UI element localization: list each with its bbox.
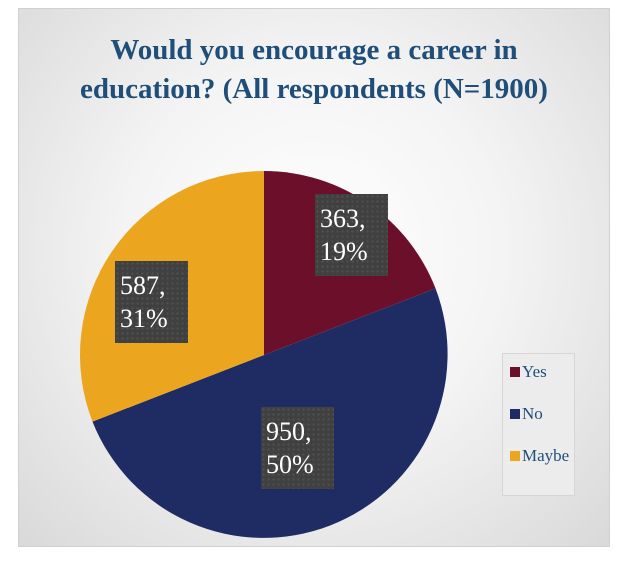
data-label-maybe: 587, 31% (115, 261, 188, 343)
legend-item-no: No (510, 404, 574, 424)
legend-label-maybe: Maybe (522, 446, 570, 465)
legend-item-yes: Yes (510, 362, 574, 382)
legend-label-no: No (522, 404, 543, 423)
chart-area: Would you encourage a career in educatio… (18, 8, 610, 547)
data-label-maybe-value: 587, (120, 271, 166, 300)
data-label-no: 950, 50% (261, 407, 334, 489)
data-label-yes-value: 363, (320, 204, 366, 233)
data-label-yes: 363, 19% (315, 194, 388, 276)
legend-swatch-maybe (510, 451, 520, 461)
legend-item-maybe: Maybe (510, 446, 574, 466)
legend-swatch-yes (510, 367, 520, 377)
legend: Yes No Maybe (502, 353, 575, 496)
data-label-yes-percent: 19% (320, 237, 368, 266)
legend-swatch-no (510, 409, 520, 419)
data-label-no-value: 950, (266, 417, 312, 446)
data-label-maybe-percent: 31% (120, 304, 168, 333)
legend-label-yes: Yes (522, 362, 547, 381)
chart-title: Would you encourage a career in educatio… (80, 34, 548, 105)
data-label-no-percent: 50% (266, 450, 314, 479)
